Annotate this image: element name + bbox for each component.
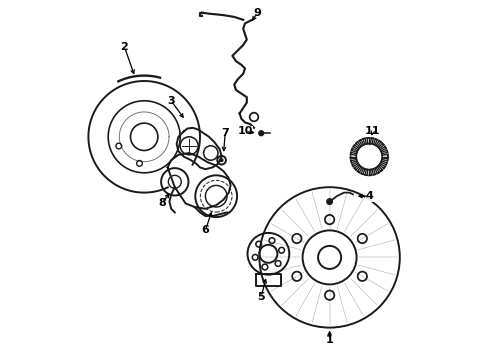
- Text: 3: 3: [168, 96, 175, 106]
- Circle shape: [259, 131, 263, 135]
- Text: 11: 11: [365, 126, 381, 136]
- Text: 9: 9: [254, 8, 262, 18]
- Text: 10: 10: [237, 126, 253, 136]
- Text: 2: 2: [121, 42, 128, 52]
- Text: 4: 4: [365, 191, 373, 201]
- Text: 8: 8: [158, 198, 166, 208]
- Text: 5: 5: [257, 292, 265, 302]
- Circle shape: [220, 159, 223, 162]
- Circle shape: [327, 199, 332, 204]
- Text: 6: 6: [201, 225, 209, 235]
- Text: 1: 1: [326, 335, 334, 345]
- Text: 7: 7: [221, 128, 229, 138]
